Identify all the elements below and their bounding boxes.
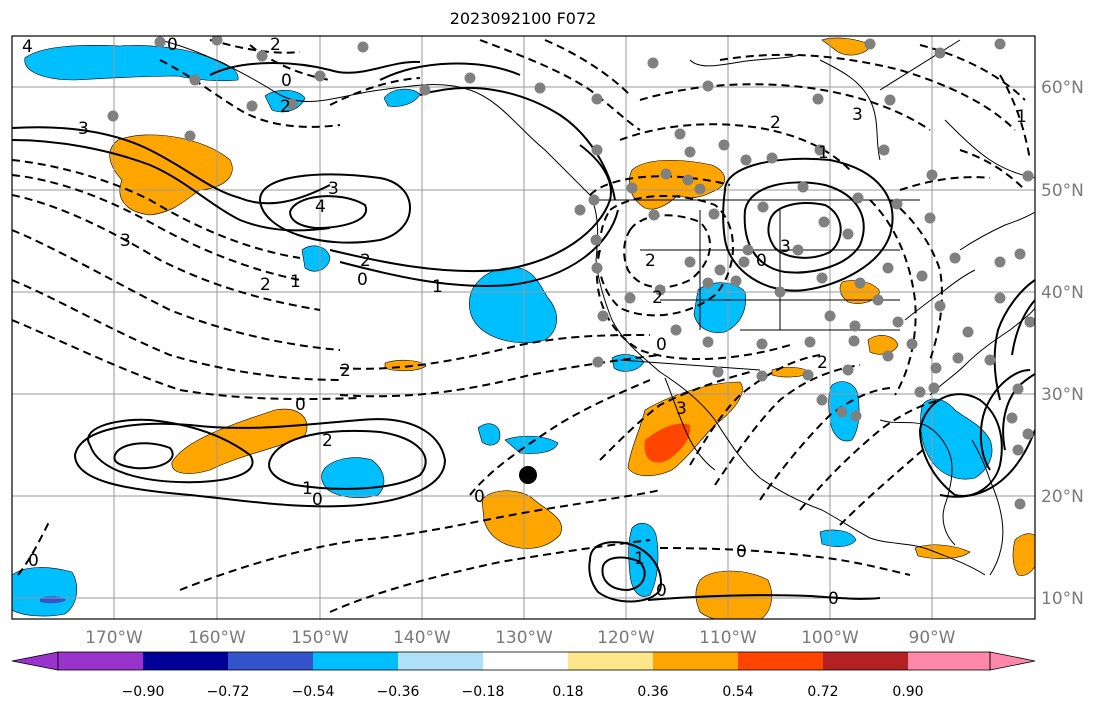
lat-label: 20°N: [1041, 487, 1084, 507]
contour-label: 0: [756, 251, 767, 271]
latitude-axis: 60°N 50°N 40°N 30°N 20°N 10°N: [1041, 78, 1084, 609]
colorbar-segment: [398, 652, 483, 670]
contour-label: 0: [474, 487, 485, 507]
lon-label: 160°W: [188, 628, 246, 648]
contour-label: 0: [736, 542, 747, 562]
contour-label: 3: [780, 237, 791, 257]
lat-label: 30°N: [1041, 385, 1084, 405]
lat-label: 10°N: [1041, 589, 1084, 609]
colorbar-tick: 0.72: [807, 684, 838, 700]
colorbar-segment: [228, 652, 313, 670]
contour-label: 2: [652, 288, 663, 308]
negative-contours: [12, 39, 1031, 613]
colorbar-segment: [738, 652, 823, 670]
colorbar-extend-high: [989, 651, 1036, 671]
coastlines: [159, 39, 1035, 576]
colorbar-segment: [653, 652, 738, 670]
colorbar-tick: −0.36: [377, 684, 420, 700]
contour-label: 3: [852, 105, 863, 125]
lon-label: 130°W: [495, 628, 553, 648]
contour-label: 0: [828, 589, 839, 609]
contour-label: 1: [302, 479, 313, 499]
contour-label: 0: [656, 581, 667, 601]
contour-label: 2: [645, 251, 656, 271]
contour-label: 0: [28, 551, 39, 571]
map-title: 2023092100 F072: [449, 9, 597, 28]
contour-label: 0: [167, 35, 178, 55]
station-markers: [107, 36, 1035, 510]
contour-label: 2: [260, 275, 271, 295]
colorbar-tick: 0.36: [637, 684, 668, 700]
lon-label: 150°W: [291, 628, 349, 648]
contour-label: 2: [340, 361, 351, 381]
map-frame: [11, 35, 1036, 620]
contour-label: 1: [290, 272, 301, 292]
longitude-axis: 170°W 160°W 150°W 140°W 130°W 120°W 110°…: [85, 628, 956, 648]
contour-label: 0: [281, 71, 292, 91]
lon-label: 120°W: [597, 628, 655, 648]
strong-positive-anomaly: [644, 423, 691, 463]
lat-label: 40°N: [1041, 283, 1084, 303]
contour-label: 2: [322, 431, 333, 451]
contour-label: 3: [120, 231, 131, 251]
colorbar-segment: [908, 652, 990, 670]
lat-label: 60°N: [1041, 78, 1084, 98]
contour-labels: 4 0 2 3 0 2 3 4 3 2 0 1 1 2 3 3 2 0 2 0 …: [22, 35, 1027, 609]
contour-label: 0: [295, 395, 306, 415]
lon-label: 110°W: [699, 628, 757, 648]
contour-label: 2: [280, 97, 291, 117]
colorbar: −0.90 −0.72 −0.54 −0.36 −0.18 0.18 0.36 …: [11, 651, 1036, 700]
lon-label: 140°W: [393, 628, 451, 648]
map-area: 4 0 2 3 0 2 3 4 3 2 0 1 1 2 3 3 2 0 2 0 …: [12, 35, 1035, 619]
colorbar-tick: 0.90: [892, 684, 923, 700]
contour-label: 1: [818, 143, 829, 163]
contour-label: 0: [656, 335, 667, 355]
colorbar-segment: [58, 652, 143, 670]
colorbar-tick: −0.90: [122, 684, 165, 700]
contour-label: 1: [634, 549, 645, 569]
reference-point-marker: [519, 466, 537, 484]
contour-label: 1: [1016, 107, 1027, 127]
colorbar-tick: −0.18: [462, 684, 505, 700]
lon-label: 100°W: [801, 628, 859, 648]
contour-label: 2: [360, 251, 371, 271]
colorbar-segment: [568, 652, 653, 670]
contour-label: 4: [315, 197, 326, 217]
contour-label: 3: [328, 179, 339, 199]
contour-label: 2: [270, 35, 281, 55]
colorbar-tick: −0.72: [207, 684, 250, 700]
colorbar-extend-low: [11, 651, 59, 671]
colorbar-segment: [143, 652, 228, 670]
lon-label: 90°W: [909, 628, 956, 648]
contour-label: 3: [676, 399, 687, 419]
contour-label: 4: [22, 37, 33, 57]
colorbar-tick: −0.54: [292, 684, 335, 700]
colorbar-segment: [313, 652, 398, 670]
contour-label: 2: [770, 113, 781, 133]
lat-label: 50°N: [1041, 181, 1084, 201]
colorbar-segment: [483, 652, 568, 670]
colorbar-tick: 0.18: [552, 684, 583, 700]
lon-label: 170°W: [85, 628, 143, 648]
colorbar-tick: 0.54: [722, 684, 753, 700]
contour-label: 2: [817, 353, 828, 373]
contour-label: 0: [312, 490, 323, 510]
contour-label: 1: [432, 277, 443, 297]
contour-label: 3: [78, 119, 89, 139]
positive-contours: [12, 60, 1035, 603]
contour-label: 0: [357, 270, 368, 290]
colorbar-segment: [823, 652, 908, 670]
